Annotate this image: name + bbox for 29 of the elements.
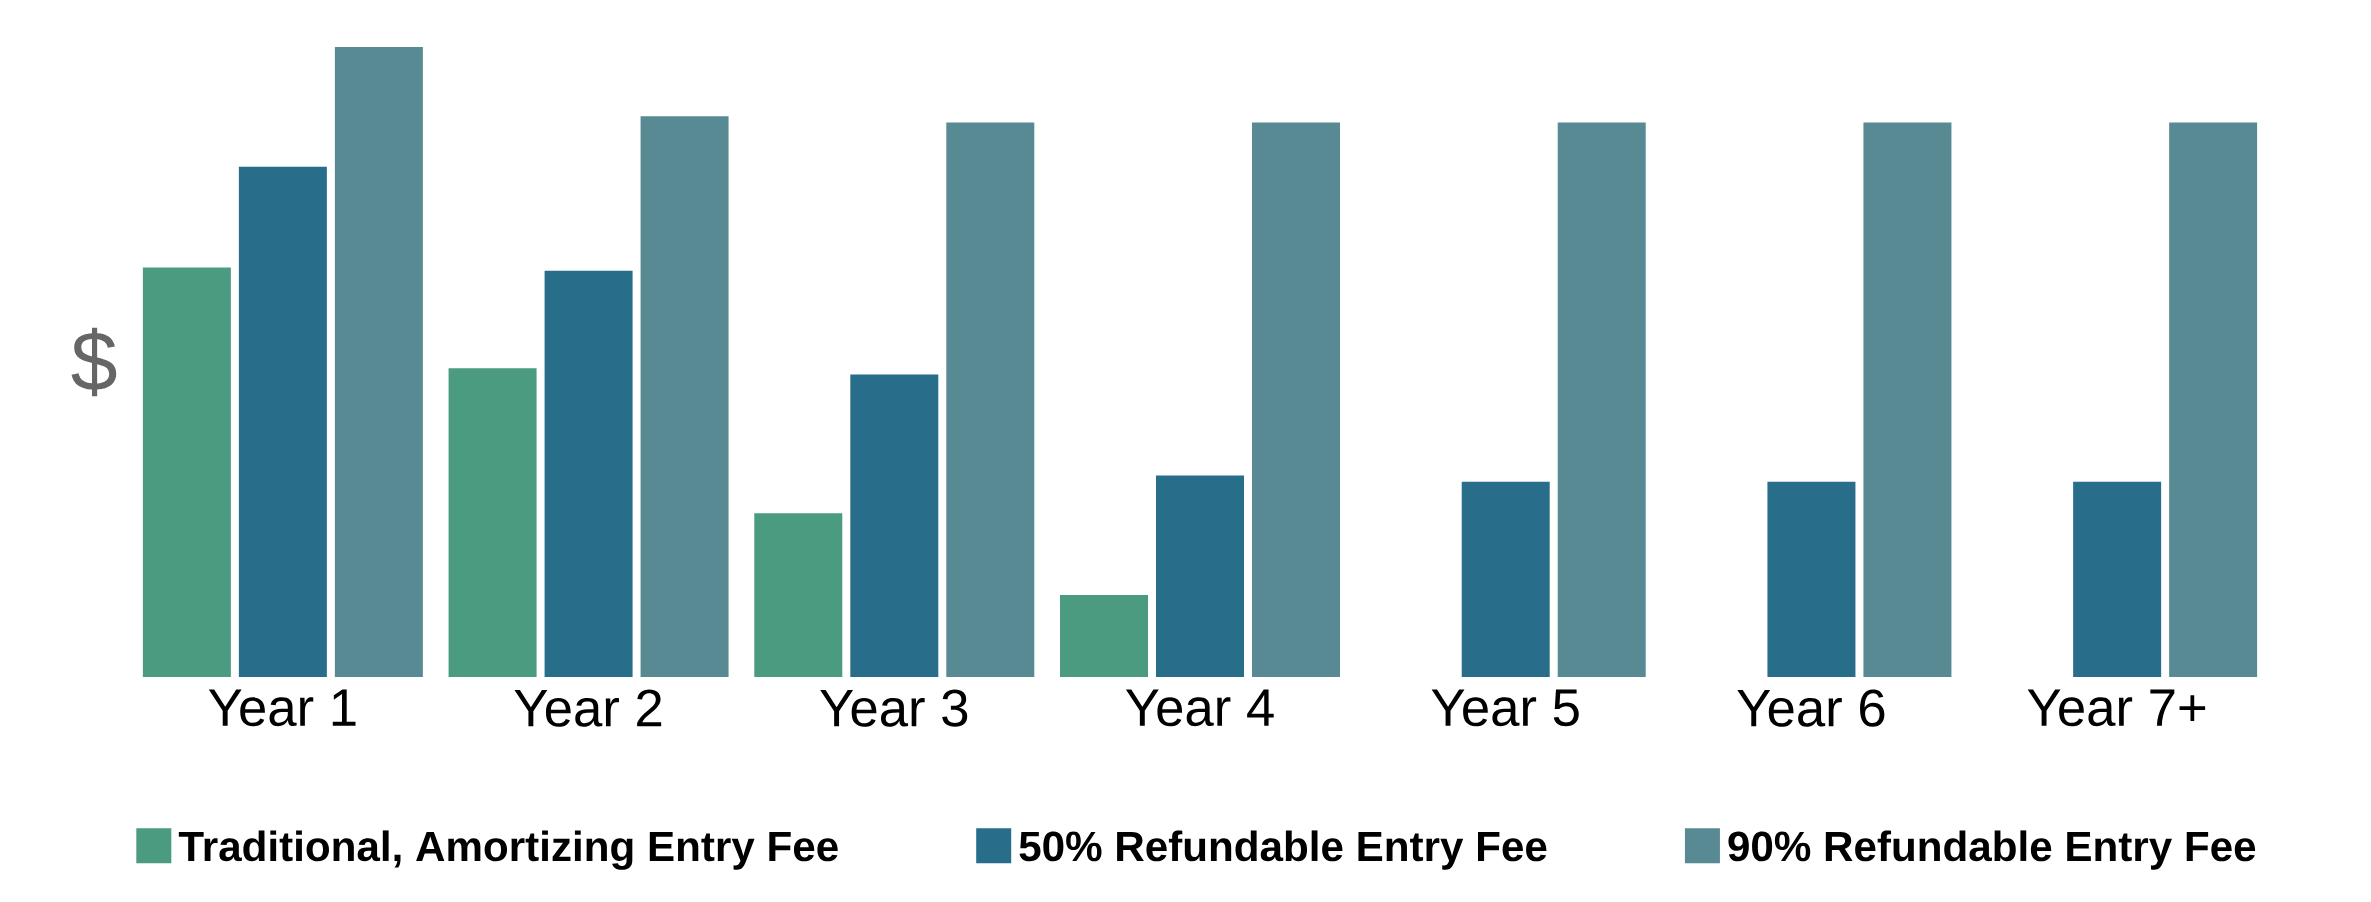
x-tick-label: Year 1: [208, 689, 356, 727]
x-tick-label: Year 6: [1737, 689, 1885, 727]
bar: [544, 270, 633, 678]
bar: [334, 47, 423, 678]
bar: [2169, 122, 2258, 678]
x-tick-label: Year 7+: [2027, 689, 2206, 727]
x-tick-label: Year 4: [1125, 689, 1274, 727]
bar: [1557, 122, 1646, 678]
bar: [850, 374, 939, 678]
bar: [1252, 122, 1341, 678]
bar: [2073, 481, 2162, 678]
x-tick-label: Year 3: [820, 689, 968, 727]
legend-label: 50% Refundable Entry Fee: [1019, 830, 1547, 870]
bar: [142, 267, 231, 678]
legend-label: Traditional, Amortizing Entry Fee: [178, 830, 838, 870]
bar: [238, 166, 327, 678]
bar: [448, 368, 537, 678]
y-axis-title: $: [71, 327, 117, 397]
bar: [1060, 595, 1149, 678]
bar: [946, 122, 1035, 678]
bar: [1863, 122, 1952, 678]
x-tick-label: Year 2: [514, 689, 662, 727]
bar: [640, 116, 729, 678]
bar: [1156, 475, 1244, 678]
legend-label: 90% Refundable Entry Fee: [1728, 830, 2256, 870]
x-tick-label: Year 5: [1431, 689, 1579, 727]
bar: [754, 513, 843, 678]
bar: [1767, 481, 1856, 678]
bar: [1461, 481, 1550, 678]
